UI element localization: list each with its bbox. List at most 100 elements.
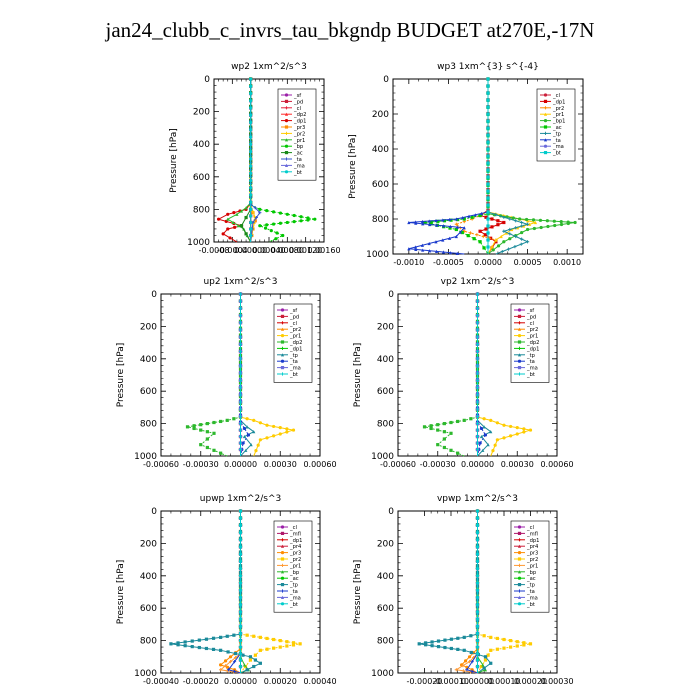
chart3-legend-label: _dp2 [526, 340, 539, 346]
chart0-legend-label: _ta [293, 157, 302, 163]
chart-panel-up2: up2 1xm^2/s^3 Pressure [hPa] 0 200 400 600 800… [116, 277, 337, 469]
chart0-y-tick-label: 600 [193, 173, 210, 183]
chart5-y-tick-label: 400 [377, 572, 394, 582]
chart2-legend-label: _ma [289, 366, 301, 372]
chart4-legend-label: _dp1 [289, 538, 302, 544]
chart4-y-tick-label: 800 [140, 637, 157, 647]
chart5-title: vpwp 1xm^2/s^3 [437, 494, 518, 504]
chart2-x-tick-label: -0.00060 [143, 460, 179, 469]
chart2-legend-label: _tp [289, 353, 299, 359]
chart2-legend-label: _dp1 [289, 346, 302, 352]
chart5-legend-label: _tp [526, 583, 536, 589]
chart5-y-tick-label: 0 [388, 507, 394, 517]
chart3-y-axis-label: Pressure [hPa] [353, 343, 363, 408]
chart5-legend-label: _pr1 [526, 563, 538, 569]
chart5-x-tick-label: -0.00010 [433, 677, 469, 686]
chart0-legend: _sf_pd_cl_dp2_dp1_pr3_pr2_pr1_bp_ac_ta_m… [277, 88, 317, 181]
chart2-legend-label: _cl [289, 321, 297, 327]
chart0-series-bt [249, 77, 253, 242]
chart3-legend-label: _dp1 [526, 346, 539, 352]
chart5-legend-label: _ma [526, 595, 538, 601]
chart4-series-pr3 [219, 509, 243, 674]
chart-panel-vpwp: vpwp 1xm^2/s^3 Pressure [hPa] 0 200 400 600 80… [353, 494, 574, 686]
chart3-series-line [424, 294, 478, 457]
chart4-legend-label: _ma [289, 595, 301, 601]
chart4-legend-label: _cl [289, 525, 297, 531]
chart2-legend-label: _sf [289, 308, 297, 314]
chart1-y-axis-label: Pressure [hPa] [348, 134, 358, 199]
chart0-legend-label: _pr1 [293, 138, 305, 144]
chart3-legend-label: _sf [526, 308, 534, 314]
chart5-x-tick-label: 0.00020 [514, 677, 547, 686]
chart5-y-tick-label: 800 [377, 637, 394, 647]
chart0-legend-label: _bt [293, 170, 302, 176]
chart5-legend-label: _bt [526, 602, 535, 608]
chart2-series-line [240, 294, 255, 457]
chart2-series-dp2 [185, 292, 243, 457]
chart2-y-tick-label: 400 [140, 355, 157, 365]
chart3-legend-label: _pd [526, 314, 536, 320]
chart2-y-tick-label: 800 [140, 420, 157, 430]
chart4-title: upwp 1xm^2/s^3 [200, 494, 281, 504]
chart4-legend-label: _bt [289, 602, 298, 608]
chart1-y-tick-label: 800 [372, 215, 389, 225]
chart5-y-tick-label: 600 [377, 604, 394, 614]
chart1-legend-label: _ma [552, 144, 564, 150]
chart4-legend-label: _pr3 [289, 551, 301, 557]
chart5-y-axis-label: Pressure [hPa] [353, 560, 363, 625]
chart4-x-tick-label: 0.00020 [264, 677, 297, 686]
chart4-y-tick-label: 200 [140, 539, 157, 549]
chart4-x-tick-label: -0.00040 [143, 677, 179, 686]
chart5-legend-label: _ac [526, 576, 536, 582]
chart1-legend-label: _cl [552, 93, 560, 99]
chart-panel-vp2: vp2 1xm^2/s^3 Pressure [hPa] 0 200 400 600 800… [353, 277, 574, 469]
chart4-x-tick-label: 0.00040 [303, 677, 336, 686]
chart1-legend: _cl_dp1_pr2_pr1_bp1_ac_tp_ta_ma_bt [536, 88, 576, 162]
chart1-x-tick-label: 0.0005 [514, 258, 542, 267]
chart1-y-tick-label: 1000 [366, 250, 389, 260]
chart3-legend: _sf_pd_cl_pr2_pr1_dp2_dp1_tp_ta_ma_bt [510, 303, 550, 383]
chart4-legend-label: _pr1 [289, 563, 301, 569]
chart0-title: wp2 1xm^2/s^3 [231, 62, 307, 72]
chart1-y-tick-label: 200 [372, 110, 389, 120]
chart2-y-tick-label: 200 [140, 322, 157, 332]
chart5-legend-label: _mfl [526, 531, 538, 537]
chart3-y-tick-label: 400 [377, 355, 394, 365]
chart1-legend-label: _pr1 [552, 112, 564, 118]
chart3-y-tick-label: 1000 [371, 452, 394, 462]
chart2-legend: _sf_pd_cl_pr2_pr1_dp2_dp1_tp_ta_ma_bt [273, 303, 313, 383]
chart0-y-tick-label: 1000 [187, 238, 210, 248]
chart4-legend-label: _ta [289, 589, 298, 595]
chart2-x-tick-label: 0.00060 [303, 460, 336, 469]
chart4-series-line [219, 511, 241, 674]
chart3-y-tick-label: 0 [388, 290, 394, 300]
chart5-y-tick-label: 1000 [371, 669, 394, 679]
chart0-x-tick-label: -0.0004 [217, 246, 248, 255]
chart2-x-tick-label: 0.00000 [224, 460, 257, 469]
chart4-series-pr1 [219, 509, 243, 674]
chart0-y-tick-label: 200 [193, 108, 210, 118]
chart0-x-tick-label: 0.00160 [307, 246, 340, 255]
chart4-y-axis-label: Pressure [hPa] [116, 560, 126, 625]
chart3-series-dp2 [422, 292, 480, 457]
chart5-legend-label: _pr4 [526, 544, 539, 550]
chart5-legend-label: _cl [526, 525, 534, 531]
chart2-title: up2 1xm^2/s^3 [203, 277, 277, 287]
chart4-legend-label: _bp [289, 570, 300, 576]
chart3-y-tick-label: 600 [377, 387, 394, 397]
chart1-x-tick-label: 0.0000 [474, 258, 502, 267]
chart0-y-axis-label: Pressure [hPa] [169, 128, 179, 193]
chart3-legend-label: _bt [526, 372, 535, 378]
chart3-series-line [477, 294, 492, 457]
chart1-y-tick-label: 400 [372, 145, 389, 155]
chart3-y-tick-label: 800 [377, 420, 394, 430]
figure-title: jan24_clubb_c_invrs_tau_bkgndp BUDGET at… [105, 18, 595, 42]
chart3-x-tick-label: 0.00060 [540, 460, 573, 469]
chart1-legend-label: _bp1 [552, 119, 565, 125]
chart0-legend-label: _dp1 [293, 119, 306, 125]
chart3-y-tick-label: 200 [377, 322, 394, 332]
chart4-y-tick-label: 600 [140, 604, 157, 614]
chart4-legend-label: _mfl [289, 531, 301, 537]
chart1-series-line [487, 79, 536, 255]
chart5-series-line [454, 511, 478, 674]
